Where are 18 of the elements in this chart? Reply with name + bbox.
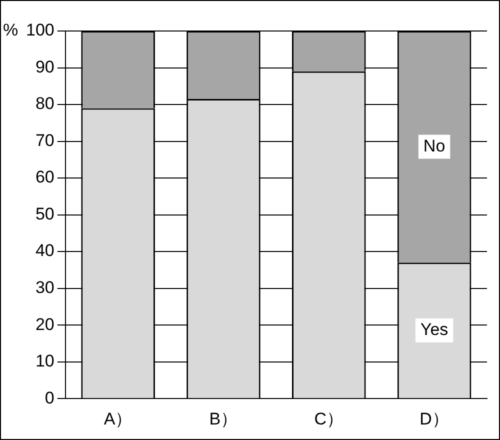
y-tick-label: 90 [35,57,54,76]
x-tick-label: B） [209,409,238,428]
x-tick-label: C） [314,409,344,428]
y-tick-label: 80 [35,94,54,114]
y-tick-label: 70 [35,130,54,150]
series-label: Yes [420,320,448,340]
y-tick-label: 30 [35,278,54,298]
y-tick-label: 20 [35,314,54,334]
series-label: No [423,136,446,156]
y-tick-label: 40 [35,241,54,260]
x-tick-label: D） [420,409,449,428]
x-tick-label: A） [104,409,132,428]
y-tick-label: 60 [35,168,54,187]
y-tick-label: 100 [26,20,54,40]
y-tick-label: 50 [35,204,54,224]
y-tick-label: 10 [35,352,54,371]
y-tick-label: 0 [44,388,54,408]
y-axis-title: % [3,20,18,40]
